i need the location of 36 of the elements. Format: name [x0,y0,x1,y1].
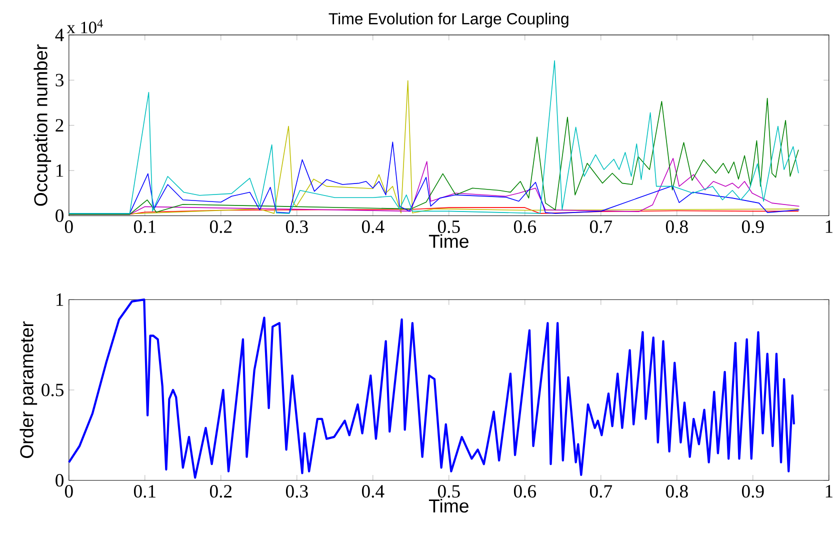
y-tick-label: 0 [56,209,64,222]
x-tick-label: 0.1 [134,484,156,498]
y-tick-label: 1 [56,164,64,177]
chart-title: Time Evolution for Large Coupling [328,12,568,28]
text: x 10$^{4}$ [66,19,103,34]
y-axis-title: Order parameter [20,321,38,458]
x-tick-label: 0.6 [514,220,536,233]
y-tick-label: 1 [56,293,64,306]
y-tick-label: 3 [56,74,64,86]
y-tick-label: 2 [56,119,64,132]
x-tick-label: 1 [826,484,832,498]
x-tick-label: 0.4 [362,484,384,498]
x-axis-title: Time [428,498,468,512]
x-tick-label: 0.7 [590,220,612,233]
x-tick-label: 0.4 [362,220,384,233]
line-series [68,298,796,479]
y-tick-label: 0 [56,474,64,487]
x-tick-label: 0.3 [286,484,308,498]
y-tick-label: 4 [55,28,64,41]
x-tick-label: 0.8 [666,220,688,233]
y-axis-title: Occupation number [34,44,52,206]
x-tick-label: 0.2 [210,484,232,498]
x-tick-label: 0 [64,220,73,233]
x-tick-label: 0.9 [742,220,764,233]
x-tick-label: 0.5 [438,484,460,498]
x-tick-label: 0.2 [210,220,232,233]
x-tick-label: 0.5 [438,220,460,233]
x-tick-label: 0.7 [590,484,612,498]
x-tick-label: 0.3 [286,220,308,233]
x-tick-label: 0.6 [514,484,536,498]
x-tick-label: 0.1 [134,220,156,233]
x-axis-title: Time [428,234,468,248]
x-tick-label: 0.8 [666,484,688,498]
x-tick-label: 0.9 [742,484,764,498]
y-tick-label: 0.5 [42,383,64,396]
x-tick-label: 1 [826,220,832,233]
